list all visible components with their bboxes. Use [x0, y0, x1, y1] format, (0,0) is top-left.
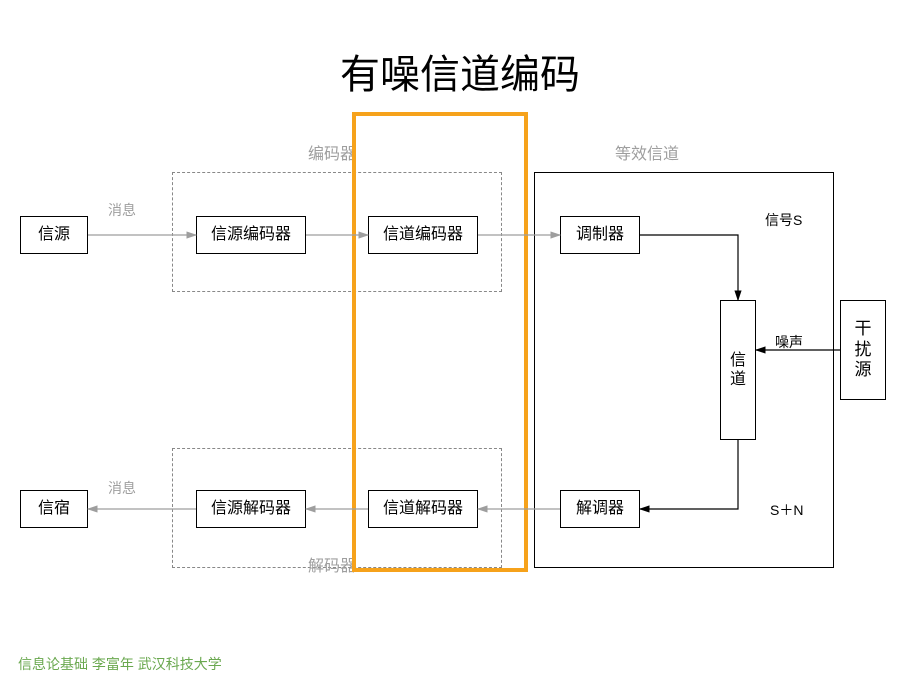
diagram-canvas: 有噪信道编码 信源 信宿 信源编码器 信道编码器 信源解码器 信道解码器 调制器… — [0, 0, 920, 690]
node-ch-enc: 信道编码器 — [368, 216, 478, 254]
node-source: 信源 — [20, 216, 88, 254]
page-title: 有噪信道编码 — [0, 42, 920, 100]
label-noise: 噪声 — [775, 332, 803, 352]
node-demod: 解调器 — [560, 490, 640, 528]
node-noise-src: 干 扰 源 — [840, 300, 886, 400]
label-eq-channel: 等效信道 — [615, 140, 679, 164]
label-msg-bot: 消息 — [108, 478, 136, 498]
label-signal-s: 信号S — [765, 210, 802, 230]
footer-text: 信息论基础 李富年 武汉科技大学 — [18, 654, 222, 674]
label-spn: S＋N — [770, 500, 803, 520]
label-msg-top: 消息 — [108, 200, 136, 220]
node-mod: 调制器 — [560, 216, 640, 254]
node-src-enc: 信源编码器 — [196, 216, 306, 254]
node-sink: 信宿 — [20, 490, 88, 528]
node-channel: 信 道 — [720, 300, 756, 440]
label-encoder: 编码器 — [308, 140, 356, 164]
label-decoder: 解码器 — [308, 552, 356, 576]
node-src-dec: 信源解码器 — [196, 490, 306, 528]
node-ch-dec: 信道解码器 — [368, 490, 478, 528]
